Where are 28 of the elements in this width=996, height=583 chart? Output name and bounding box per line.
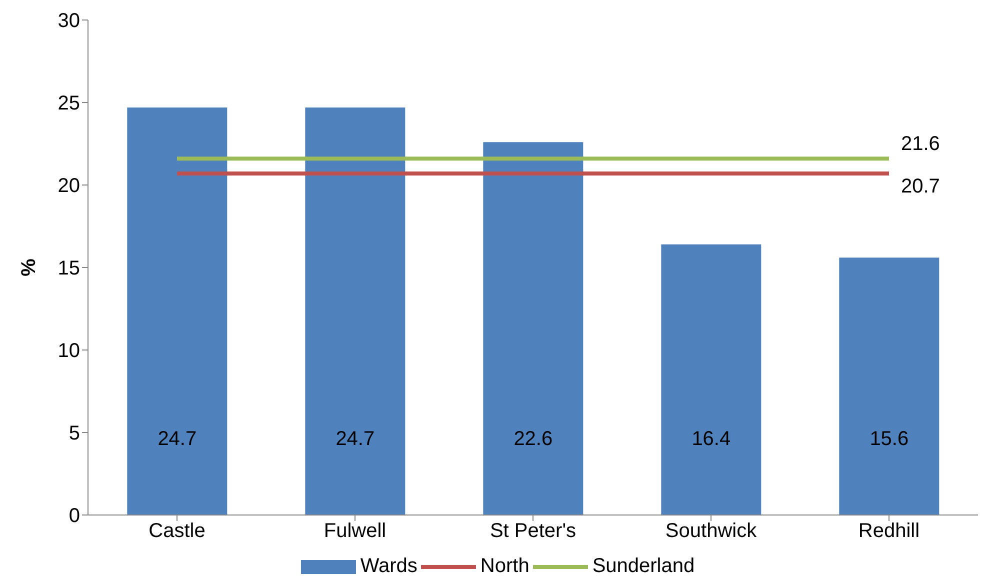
- y-tick-label: 10: [58, 340, 80, 362]
- y-tick-label: 20: [58, 175, 80, 198]
- data-label: 22.6: [514, 428, 553, 450]
- y-tick-label: 5: [68, 422, 80, 445]
- x-tick-label: Fulwell: [324, 520, 386, 542]
- data-label: 15.6: [870, 428, 909, 450]
- y-tick-label: 25: [58, 92, 80, 115]
- y-tick-label: 15: [58, 258, 80, 280]
- data-label: 20.7: [901, 176, 940, 198]
- data-label: 24.7: [336, 428, 375, 450]
- bar: [661, 244, 762, 515]
- legend-label: North: [480, 555, 530, 578]
- bar: [483, 142, 584, 515]
- x-tick-label: Southwick: [665, 520, 758, 542]
- bar: [305, 107, 406, 515]
- bar: [127, 107, 228, 515]
- y-axis-title: %: [18, 258, 40, 276]
- x-tick-label: St Peter's: [490, 520, 576, 542]
- legend-label: Wards: [360, 555, 418, 578]
- y-tick-label: 30: [58, 10, 80, 32]
- data-label: 16.4: [692, 428, 731, 450]
- y-tick-label: 0: [68, 505, 80, 528]
- data-label: 24.7: [158, 428, 197, 450]
- x-tick-label: Redhill: [858, 520, 920, 542]
- legend-label: Sunderland: [592, 555, 695, 578]
- data-label: 21.6: [901, 132, 940, 155]
- x-tick-label: Castle: [148, 520, 206, 542]
- bar: [839, 258, 940, 515]
